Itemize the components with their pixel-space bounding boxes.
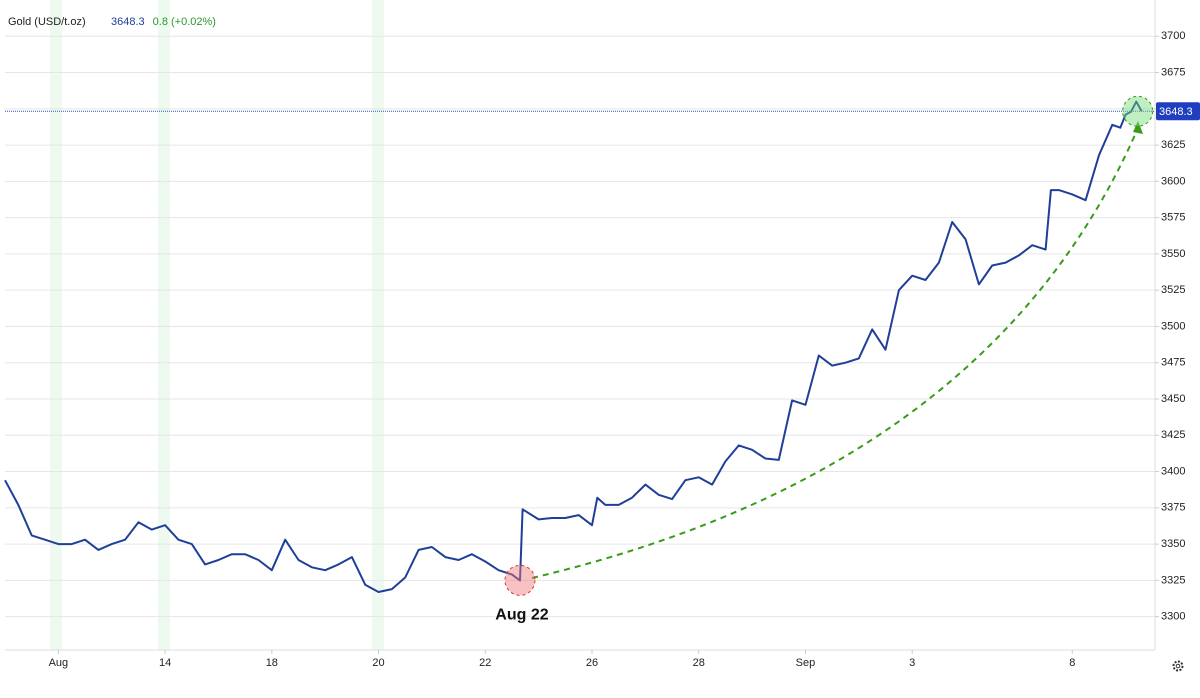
session-band: [372, 0, 384, 650]
x-tick-label: 26: [586, 657, 598, 669]
x-tick-label: 28: [693, 657, 705, 669]
y-tick-label: 3375: [1161, 502, 1185, 514]
arrow-head: [1133, 121, 1143, 134]
trend-arrow: [531, 127, 1139, 579]
header-symbol: Gold (USD/t.oz): [8, 16, 86, 28]
last-price-box: [1156, 102, 1200, 121]
last-price-label: 3648.3: [1159, 106, 1193, 118]
y-tick-label: 3550: [1161, 248, 1185, 260]
y-tick-label: 3675: [1161, 66, 1185, 78]
x-tick-label: 22: [479, 657, 491, 669]
y-tick-label: 3700: [1161, 30, 1185, 42]
header-price: 3648.3: [111, 16, 145, 28]
x-tick-label: 18: [266, 657, 278, 669]
x-tick-label: Aug: [49, 657, 69, 669]
y-tick-label: 3425: [1161, 429, 1185, 441]
y-tick-label: 3525: [1161, 284, 1185, 296]
y-tick-label: 3350: [1161, 538, 1185, 550]
y-tick-label: 3625: [1161, 139, 1185, 151]
y-tick-label: 3400: [1161, 465, 1185, 477]
y-tick-label: 3575: [1161, 212, 1185, 224]
y-tick-label: 3600: [1161, 175, 1185, 187]
y-tick-label: 3475: [1161, 357, 1185, 369]
price-line: [4, 100, 1143, 593]
x-tick-label: 14: [159, 657, 171, 669]
end-marker: [1122, 95, 1154, 127]
x-tick-label: 8: [1069, 657, 1075, 669]
x-tick-label: Sep: [796, 657, 816, 669]
session-band: [158, 0, 170, 650]
y-tick-label: 3300: [1161, 611, 1185, 623]
y-tick-label: 3450: [1161, 393, 1185, 405]
settings-icon[interactable]: [1172, 660, 1184, 672]
header-change: 0.8 (+0.02%): [153, 16, 216, 28]
session-band: [50, 0, 62, 650]
x-tick-label: 20: [372, 657, 384, 669]
y-tick-label: 3500: [1161, 320, 1185, 332]
start-marker: [504, 564, 536, 596]
annotation: Aug 22: [495, 607, 548, 624]
x-tick-label: 3: [909, 657, 915, 669]
y-tick-label: 3325: [1161, 574, 1185, 586]
